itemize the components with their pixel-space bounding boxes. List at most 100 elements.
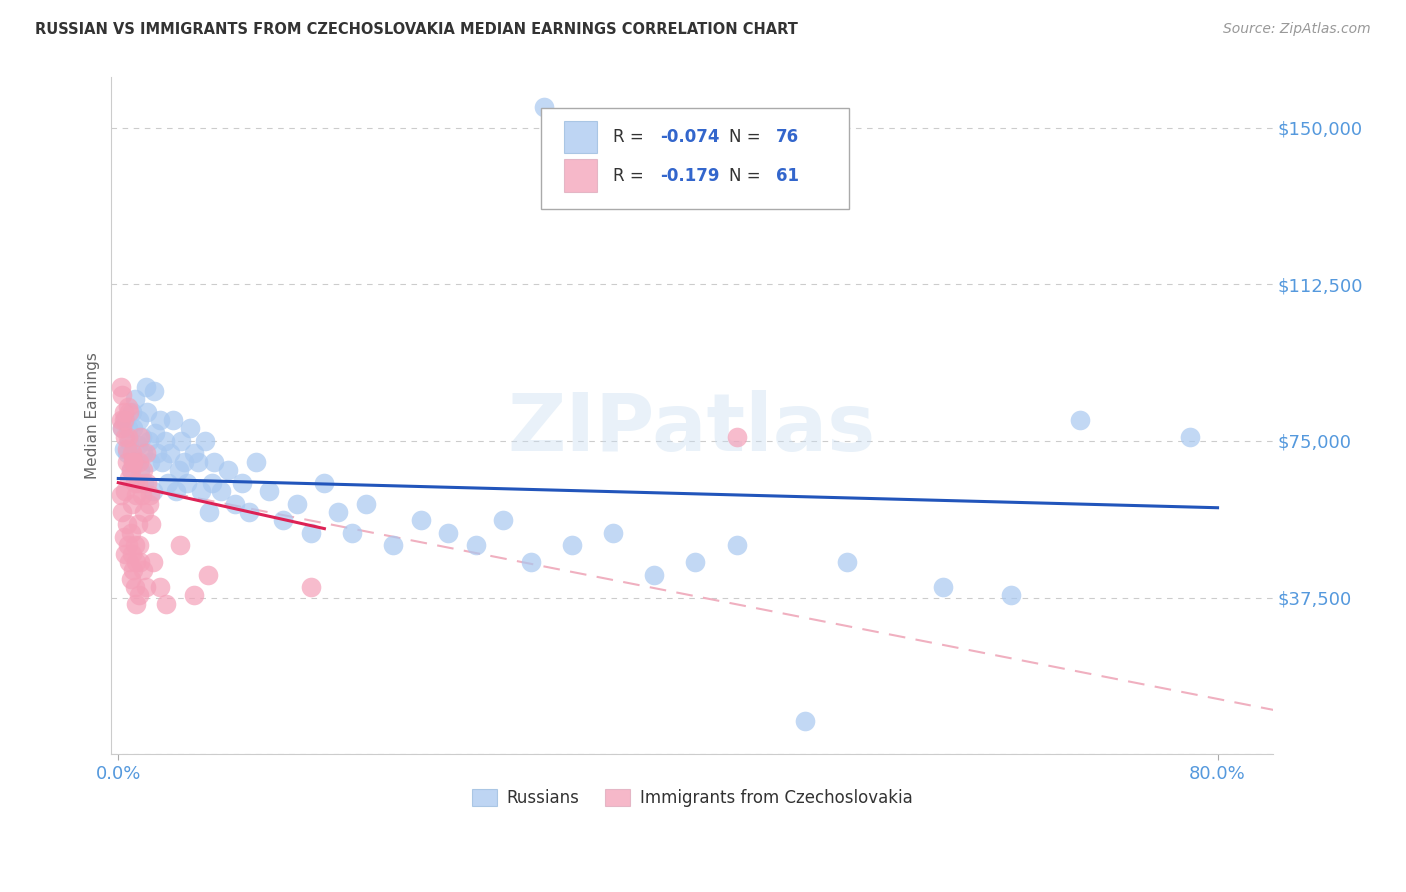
FancyBboxPatch shape [564,120,596,153]
Point [122,563,145,577]
Point [209,483,232,498]
FancyBboxPatch shape [541,108,849,210]
Point [127,438,149,452]
Point [134,505,156,519]
Point [125,455,148,469]
Point [122,455,145,469]
Point [117,401,139,415]
Point [326,505,349,519]
Point [124,475,146,490]
Point [561,538,583,552]
Point [112,404,135,418]
Point [135,446,157,460]
Point [340,525,363,540]
Point [129,555,152,569]
Point [128,455,150,469]
Point [145,446,167,460]
Point [143,384,166,398]
Point [183,446,205,460]
Point [165,483,187,498]
Point [118,434,141,448]
Point [194,434,217,448]
Point [1069,413,1091,427]
Point [132,446,155,460]
Point [139,455,162,469]
Point [114,483,136,498]
Point [132,463,155,477]
Point [685,555,707,569]
Point [299,525,322,540]
Text: 61: 61 [776,167,799,185]
Point [725,430,748,444]
Point [110,488,132,502]
Point [122,455,145,469]
Point [725,538,748,552]
Point [224,497,246,511]
Point [125,555,148,569]
Point [136,404,159,418]
Text: -0.179: -0.179 [661,167,720,185]
Y-axis label: Median Earnings: Median Earnings [86,352,100,479]
Point [110,413,132,427]
Point [142,483,165,498]
Text: Source: ZipAtlas.com: Source: ZipAtlas.com [1223,22,1371,37]
Point [139,488,162,502]
Point [932,580,955,594]
Point [170,434,193,448]
Point [124,392,146,406]
Point [794,714,817,728]
Point [285,497,308,511]
Point [128,589,150,603]
Point [464,538,486,552]
Point [136,475,159,490]
Point [118,555,141,569]
Point [492,513,515,527]
Point [128,413,150,427]
FancyBboxPatch shape [564,160,596,192]
Point [197,567,219,582]
Point [145,425,167,440]
Point [354,497,377,511]
Point [120,572,142,586]
Point [115,442,138,457]
Point [299,580,322,594]
Legend: Russians, Immigrants from Czechoslovakia: Russians, Immigrants from Czechoslovakia [465,782,920,814]
Point [159,446,181,460]
Text: ZIPatlas: ZIPatlas [508,391,876,468]
Point [134,475,156,490]
Text: N =: N = [730,128,766,146]
Point [190,483,212,498]
Point [150,455,173,469]
Point [201,475,224,490]
Point [533,100,555,114]
Point [382,538,405,552]
Point [112,413,135,427]
Point [179,421,201,435]
Point [271,513,294,527]
Point [129,430,152,444]
Point [121,446,143,460]
Text: -0.074: -0.074 [661,128,720,146]
Point [121,547,143,561]
Point [114,413,136,427]
Point [122,421,145,435]
Point [409,513,432,527]
Point [437,525,460,540]
Point [217,463,239,477]
Point [121,404,143,418]
Point [138,497,160,511]
Point [125,597,148,611]
Point [117,538,139,552]
Point [141,517,163,532]
Point [112,442,135,457]
Point [148,413,170,427]
Point [135,580,157,594]
Point [127,517,149,532]
Point [115,446,138,460]
Point [231,475,253,490]
Point [835,555,858,569]
Text: N =: N = [730,167,766,185]
Point [120,463,142,477]
Point [117,430,139,444]
Point [238,505,260,519]
